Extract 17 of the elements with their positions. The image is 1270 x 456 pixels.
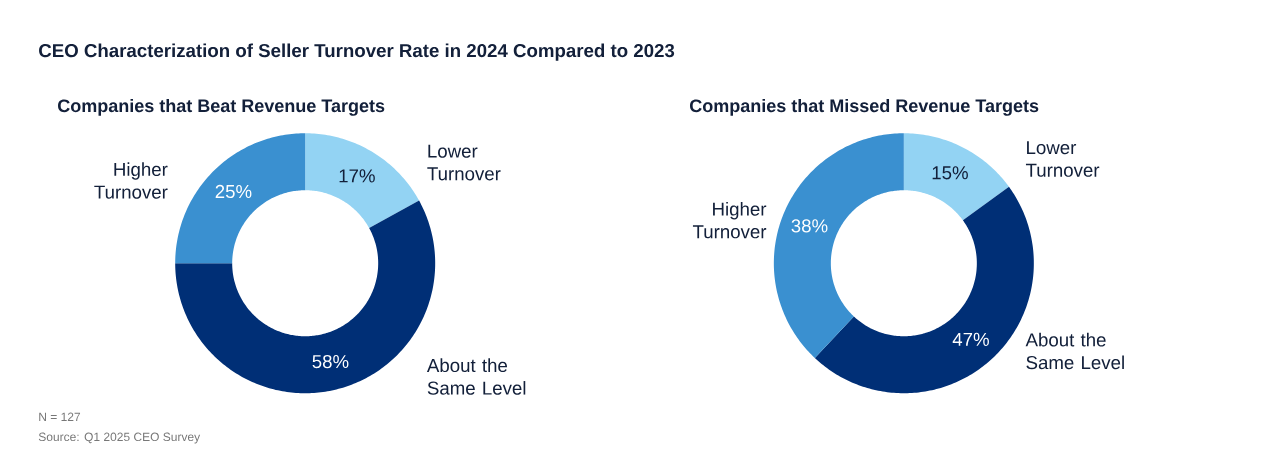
slice-label: Higher Turnover: [692, 201, 767, 239]
data-label: 47%: [952, 332, 989, 346]
chart-subtitle: Companies that Beat Revenue Targets: [58, 98, 385, 116]
data-label: 15%: [932, 166, 968, 180]
source-note: Source: Q1 2025 CEO Survey: [38, 432, 201, 444]
slice-label: About the Same Level: [1025, 332, 1124, 370]
slice-label: Lower Turnover: [1025, 141, 1100, 177]
data-label: 58%: [312, 354, 349, 369]
slice-label: Higher Turnover: [94, 162, 168, 199]
slice-label: Lower Turnover: [427, 144, 501, 181]
chart-subtitle: Companies that Missed Revenue Targets: [690, 98, 1039, 116]
chart-title: CEO Characterization of Seller Turnover Rate in 2024 Compared to 2023: [39, 43, 675, 61]
data-label: 38%: [791, 219, 828, 233]
data-label: 17%: [339, 169, 375, 183]
text: N = 127: [39, 412, 81, 421]
slice-label: About the Same Level: [426, 358, 526, 395]
data-label: 25%: [215, 184, 252, 199]
